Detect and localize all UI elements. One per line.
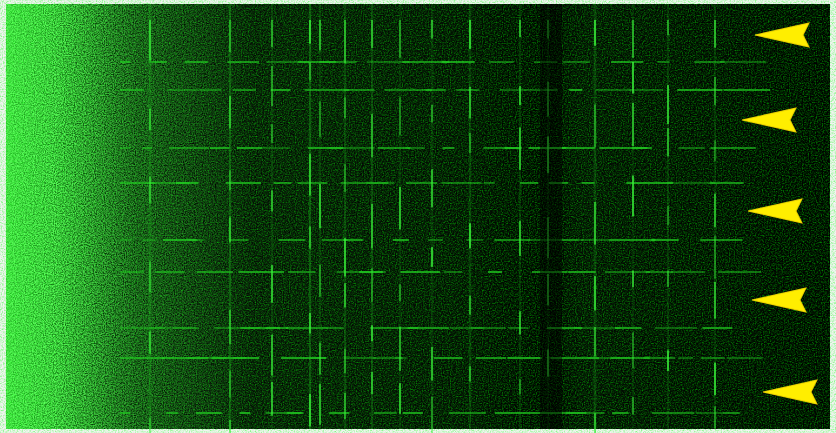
arrow xyxy=(747,198,803,224)
dark-band xyxy=(540,4,562,429)
arrow xyxy=(754,22,810,48)
noise-bright xyxy=(6,4,830,429)
arrows xyxy=(741,22,818,405)
arrow xyxy=(741,107,797,133)
arrow xyxy=(751,287,807,313)
arrow xyxy=(762,379,818,405)
signal-lines xyxy=(120,4,771,433)
